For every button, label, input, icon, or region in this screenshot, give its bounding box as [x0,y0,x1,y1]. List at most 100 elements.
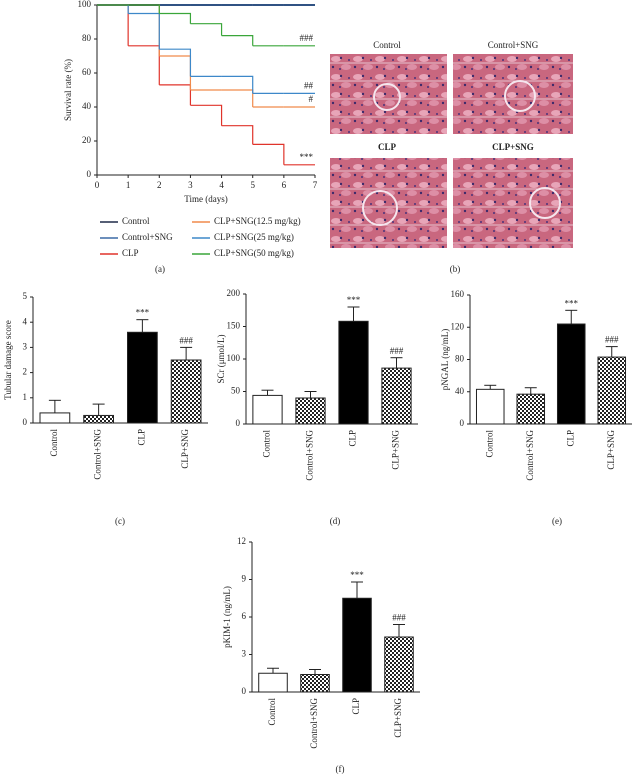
y-tick-label: 2 [23,367,28,377]
y-tick-label: 80 [455,354,465,364]
x-axis-label: Time (days) [184,194,227,204]
x-tick-label: Control+SNG [305,430,315,481]
survival-step [97,4,129,46]
chart-panel: 0 1 2 3 4 5 Tubular damage score Control Control… [3,291,208,526]
chart-panel: 0 3 6 9 12 pKIM-1 (ng/mL) Control Control+SNG **… [222,536,420,774]
histology-image [330,158,447,248]
panel-label: (b) [450,264,461,274]
bar [170,359,202,424]
survival-step [221,75,254,94]
survival-step [128,12,160,50]
y-axis-label: Survival rate (%) [63,59,73,121]
panel-label: (a) [155,264,165,274]
x-tick-label: CLP+SNG [180,429,190,469]
glomerulus [529,187,561,219]
x-tick-label: Control [267,698,277,726]
survival-step [97,4,129,14]
y-tick-label: 0 [23,417,28,427]
y-tick-label: 120 [451,321,465,331]
y-tick-label: 0 [242,686,247,696]
x-tick-label: 7 [313,180,318,190]
y-tick-label: 20 [82,135,92,145]
image-label: Control+SNG [488,40,539,50]
survival-step [159,48,192,77]
y-tick-label: 0 [236,418,241,428]
y-tick-label: 1 [23,392,28,402]
chart-panel: 0 40 80 120 160 pNGAL (ng/mL) Control Control+S… [440,289,632,526]
y-tick-label: 0 [460,418,465,428]
y-tick-label: 12 [237,536,246,546]
image-label: CLP [378,142,397,152]
y-axis-label: Tubular damage score [3,320,13,400]
y-tick-label: 100 [78,0,92,9]
significance-annotation: # [309,94,314,104]
y-axis-label: SCr (μmol/L) [216,334,226,383]
chart-panel: 0 50 100 150 200 SCr (μmol/L) Control Control+S… [216,288,418,526]
y-tick-label: 100 [227,353,241,363]
significance-annotation: ### [300,33,314,43]
bar [258,672,288,693]
x-tick-label: CLP+SNG [391,430,401,470]
chart-panel: 0 1 2 3 4 5 6 7 0 20 40 60 80 100 Time (days) Survival … [63,0,318,274]
significance-annotation: *** [565,298,579,308]
legend-label: CLP+SNG(12.5 mg/kg) [214,216,301,226]
histology-panel: Control Control+SNG CLP CLP+SNG (b) [330,40,573,274]
significance-annotation: ### [392,613,406,623]
x-tick-label: Control [484,430,494,458]
x-tick-label: 1 [126,180,131,190]
x-tick-label: Control [262,430,272,458]
y-tick-label: 200 [227,288,241,298]
legend-label: CLP+SNG(50 mg/kg) [214,248,294,258]
y-tick-label: 9 [242,574,247,584]
y-tick-label: 0 [87,169,92,179]
bar [300,674,330,693]
y-tick-label: 40 [82,101,92,111]
significance-annotation: ## [304,80,314,90]
y-tick-label: 6 [242,611,247,621]
y-tick-label: 3 [242,649,247,659]
bar [384,636,414,693]
y-tick-label: 150 [227,321,241,331]
x-tick-label: 5 [250,180,255,190]
x-tick-label: 3 [188,180,193,190]
glomerulus [362,190,398,226]
x-tick-label: 0 [95,180,100,190]
glomerulus [504,80,536,112]
significance-annotation: *** [136,308,150,318]
x-tick-label: 6 [282,180,287,190]
y-tick-label: 60 [82,67,92,77]
y-axis-label: pKIM-1 (ng/mL) [222,586,232,648]
survival-step [190,23,223,36]
significance-annotation: *** [300,152,314,162]
survival-step [190,104,223,126]
y-axis-label: pNGAL (ng/mL) [440,329,450,390]
legend-label: Control [122,216,150,226]
y-tick-label: 50 [231,386,241,396]
image-label: Control [373,40,401,50]
survival-step [221,125,254,145]
x-tick-label: 4 [219,180,224,190]
y-tick-label: 160 [451,289,465,299]
bar [127,331,158,424]
y-tick-label: 5 [23,291,28,301]
survival-step [128,45,160,85]
panel-label: (e) [552,516,562,526]
glomerulus [373,83,401,111]
x-tick-label: Control [49,429,59,457]
histology-image [453,158,573,248]
y-tick-label: 40 [455,386,465,396]
significance-annotation: *** [350,570,364,580]
y-tick-label: 80 [82,33,92,43]
bar [381,367,412,425]
x-tick-label: Control+SNG [309,698,319,749]
legend-label: CLP [122,248,139,258]
bar [597,356,627,425]
survival-step [221,89,254,107]
y-tick-label: 3 [23,341,28,351]
bar [516,393,546,425]
panel-label: (f) [336,764,345,774]
x-tick-label: 2 [157,180,162,190]
x-tick-label: CLP+SNG [393,698,403,738]
bar [83,414,114,424]
